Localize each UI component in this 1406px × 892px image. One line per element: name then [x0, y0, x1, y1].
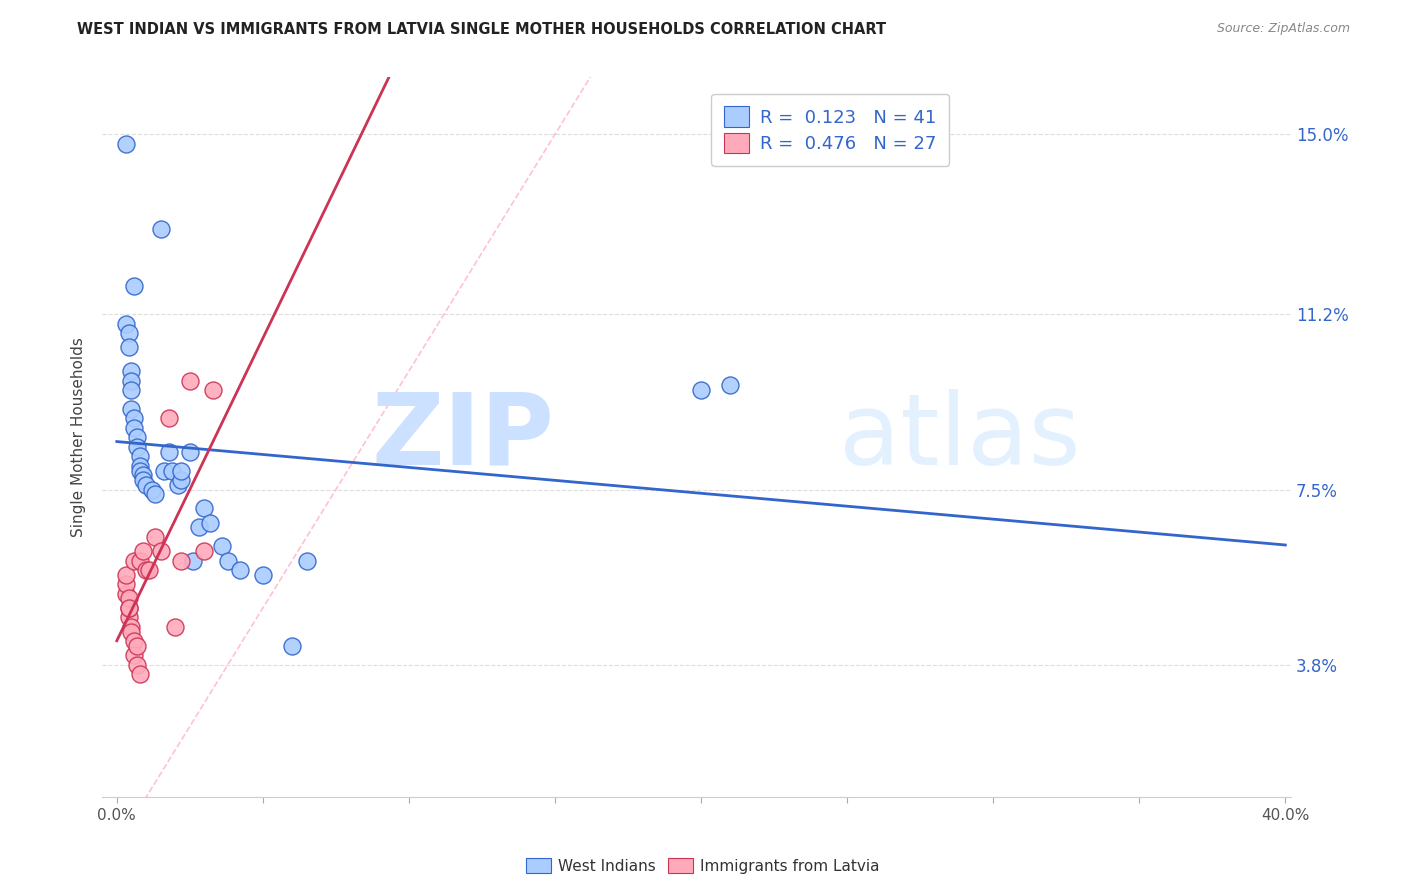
Point	[165, 620, 187, 634]
Point	[124, 278, 146, 293]
Point	[141, 483, 163, 497]
Point	[120, 620, 142, 634]
Point	[211, 539, 233, 553]
Text: atlas: atlas	[839, 389, 1081, 486]
Point	[187, 520, 209, 534]
Point	[157, 411, 180, 425]
Point	[202, 383, 225, 397]
Point	[200, 516, 222, 530]
Legend: West Indians, Immigrants from Latvia: West Indians, Immigrants from Latvia	[520, 852, 886, 880]
Point	[690, 383, 713, 397]
Point	[179, 444, 201, 458]
Point	[170, 464, 193, 478]
Point	[127, 657, 149, 672]
Point	[114, 136, 136, 151]
Point	[127, 430, 149, 444]
Point	[127, 639, 149, 653]
Point	[143, 530, 166, 544]
Point	[124, 648, 146, 663]
Text: Source: ZipAtlas.com: Source: ZipAtlas.com	[1216, 22, 1350, 36]
Point	[181, 553, 204, 567]
Point	[117, 601, 139, 615]
Point	[149, 544, 172, 558]
Point	[179, 374, 201, 388]
Point	[170, 553, 193, 567]
Point	[167, 477, 190, 491]
Point	[117, 601, 139, 615]
Point	[129, 450, 152, 464]
Point	[217, 553, 239, 567]
Point	[129, 458, 152, 473]
Point	[117, 591, 139, 606]
Point	[718, 378, 741, 392]
Point	[138, 563, 160, 577]
Point	[117, 610, 139, 624]
Text: ZIP: ZIP	[371, 389, 554, 486]
Point	[124, 634, 146, 648]
Point	[193, 501, 215, 516]
Point	[152, 464, 174, 478]
Y-axis label: Single Mother Households: Single Mother Households	[72, 337, 86, 537]
Point	[295, 553, 318, 567]
Point	[135, 477, 157, 491]
Point	[124, 411, 146, 425]
Point	[143, 487, 166, 501]
Point	[132, 468, 155, 483]
Point	[114, 577, 136, 591]
Point	[132, 473, 155, 487]
Point	[120, 374, 142, 388]
Point	[127, 440, 149, 454]
Point	[120, 364, 142, 378]
Point	[117, 340, 139, 354]
Legend: R =  0.123   N = 41, R =  0.476   N = 27: R = 0.123 N = 41, R = 0.476 N = 27	[711, 94, 949, 166]
Text: WEST INDIAN VS IMMIGRANTS FROM LATVIA SINGLE MOTHER HOUSEHOLDS CORRELATION CHART: WEST INDIAN VS IMMIGRANTS FROM LATVIA SI…	[77, 22, 886, 37]
Point	[149, 222, 172, 236]
Point	[129, 667, 152, 681]
Point	[193, 544, 215, 558]
Point	[114, 567, 136, 582]
Point	[120, 402, 142, 417]
Point	[129, 464, 152, 478]
Point	[124, 553, 146, 567]
Point	[120, 624, 142, 639]
Point	[162, 464, 184, 478]
Point	[132, 544, 155, 558]
Point	[114, 587, 136, 601]
Point	[281, 639, 304, 653]
Point	[120, 383, 142, 397]
Point	[228, 563, 250, 577]
Point	[117, 326, 139, 341]
Point	[170, 473, 193, 487]
Point	[124, 421, 146, 435]
Point	[252, 567, 274, 582]
Point	[157, 444, 180, 458]
Point	[114, 317, 136, 331]
Point	[129, 553, 152, 567]
Point	[135, 563, 157, 577]
